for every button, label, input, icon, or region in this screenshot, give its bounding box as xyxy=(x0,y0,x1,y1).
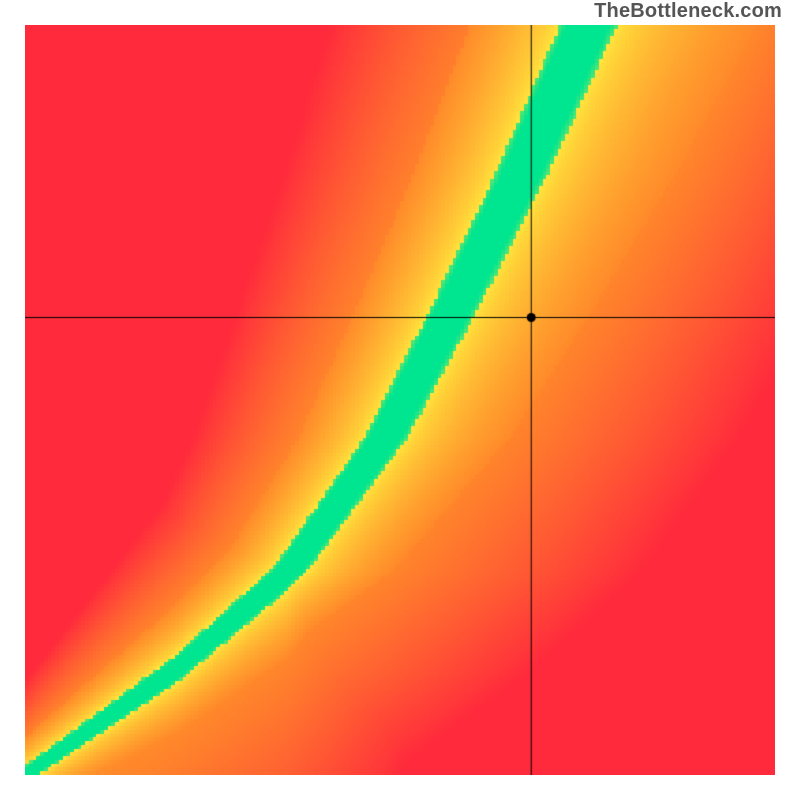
heatmap-plot xyxy=(25,25,775,775)
heatmap-canvas xyxy=(25,25,775,775)
watermark-label: TheBottleneck.com xyxy=(594,0,782,23)
chart-container: TheBottleneck.com xyxy=(0,0,800,800)
